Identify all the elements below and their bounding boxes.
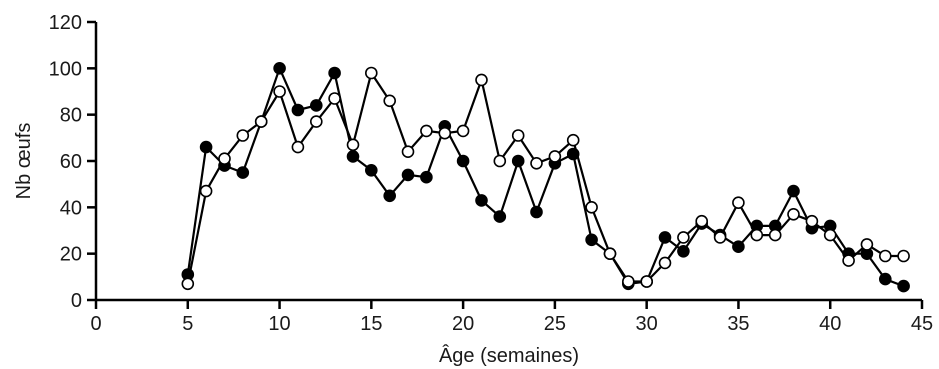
y-tick-label: 40	[60, 197, 82, 219]
data-point	[309, 115, 323, 128]
data-point	[787, 208, 800, 221]
x-tick-label: 25	[544, 313, 566, 335]
x-tick-label: 15	[360, 313, 382, 335]
data-point	[456, 124, 470, 138]
data-point	[603, 247, 617, 260]
data-point	[199, 140, 213, 154]
axes: 0 5 10 15 20 25 30 35 40 45 0 20 40 60 80 100 120	[49, 12, 934, 335]
data-point	[383, 94, 397, 108]
data-point	[897, 249, 910, 263]
data-point	[713, 231, 727, 244]
data-point	[658, 231, 672, 244]
data-point	[585, 233, 598, 247]
data-point	[640, 275, 654, 288]
data-point	[493, 154, 507, 168]
y-tick-label: 20	[60, 244, 82, 266]
data-point	[530, 157, 543, 170]
data-point	[273, 62, 286, 75]
data-point	[346, 150, 360, 163]
data-point	[236, 166, 250, 179]
data-point	[732, 240, 745, 253]
data-point	[291, 140, 305, 154]
data-point	[566, 133, 580, 147]
x-axis-title: Âge (semaines)	[439, 344, 579, 367]
data-point	[897, 279, 910, 293]
data-point	[475, 194, 488, 207]
x-tick-label: 35	[727, 313, 749, 335]
data-point	[823, 228, 837, 242]
series-line	[186, 71, 904, 285]
data-point	[346, 138, 360, 152]
series-line	[186, 67, 904, 288]
y-tick-label: 0	[71, 290, 82, 312]
x-tick-label: 0	[90, 313, 101, 335]
series-1	[181, 62, 910, 293]
series-2	[181, 66, 910, 291]
data-point	[787, 184, 800, 198]
data-point	[383, 189, 397, 203]
data-point	[585, 201, 598, 214]
data-point	[328, 66, 341, 80]
data-point	[199, 184, 213, 198]
data-point	[658, 256, 672, 270]
data-point	[236, 129, 250, 142]
x-tick-label: 10	[268, 313, 290, 335]
data-point	[401, 145, 415, 158]
data-point	[548, 150, 562, 163]
data-point	[273, 85, 286, 98]
data-point	[218, 152, 231, 165]
data-point	[677, 245, 690, 258]
data-point	[364, 164, 378, 177]
data-point	[511, 154, 525, 168]
data-point	[438, 126, 452, 140]
data-point	[291, 103, 305, 117]
x-tick-label: 5	[182, 313, 193, 335]
data-point	[456, 154, 470, 168]
data-point	[750, 228, 764, 242]
y-tick-label: 80	[60, 105, 82, 127]
data-point	[309, 99, 323, 112]
y-axis-title: Nb œufs	[13, 123, 35, 200]
y-tick-label: 120	[49, 12, 82, 34]
data-point	[768, 228, 782, 242]
data-point	[328, 92, 341, 105]
data-point	[530, 205, 543, 219]
data-point	[420, 124, 433, 138]
data-point	[401, 168, 415, 182]
data-point	[493, 210, 507, 223]
data-point	[420, 170, 433, 184]
data-point	[695, 214, 709, 228]
x-tick-label: 45	[911, 313, 933, 335]
data-point	[878, 249, 892, 263]
data-point	[364, 66, 378, 80]
data-point	[475, 73, 488, 87]
x-tick-label: 40	[819, 313, 841, 335]
x-tick-label: 30	[636, 313, 658, 335]
data-point	[878, 272, 892, 286]
data-point	[805, 214, 819, 228]
data-point	[842, 254, 855, 267]
data-point	[621, 275, 635, 288]
y-tick-label: 60	[60, 151, 82, 173]
data-point	[860, 238, 874, 251]
y-tick-label: 100	[49, 58, 82, 80]
data-point	[254, 115, 268, 128]
data-point	[511, 129, 525, 142]
data-point	[732, 196, 745, 209]
series-layer	[181, 62, 910, 293]
x-tick-label: 20	[452, 313, 474, 335]
data-point	[677, 231, 690, 244]
data-point	[181, 277, 195, 291]
